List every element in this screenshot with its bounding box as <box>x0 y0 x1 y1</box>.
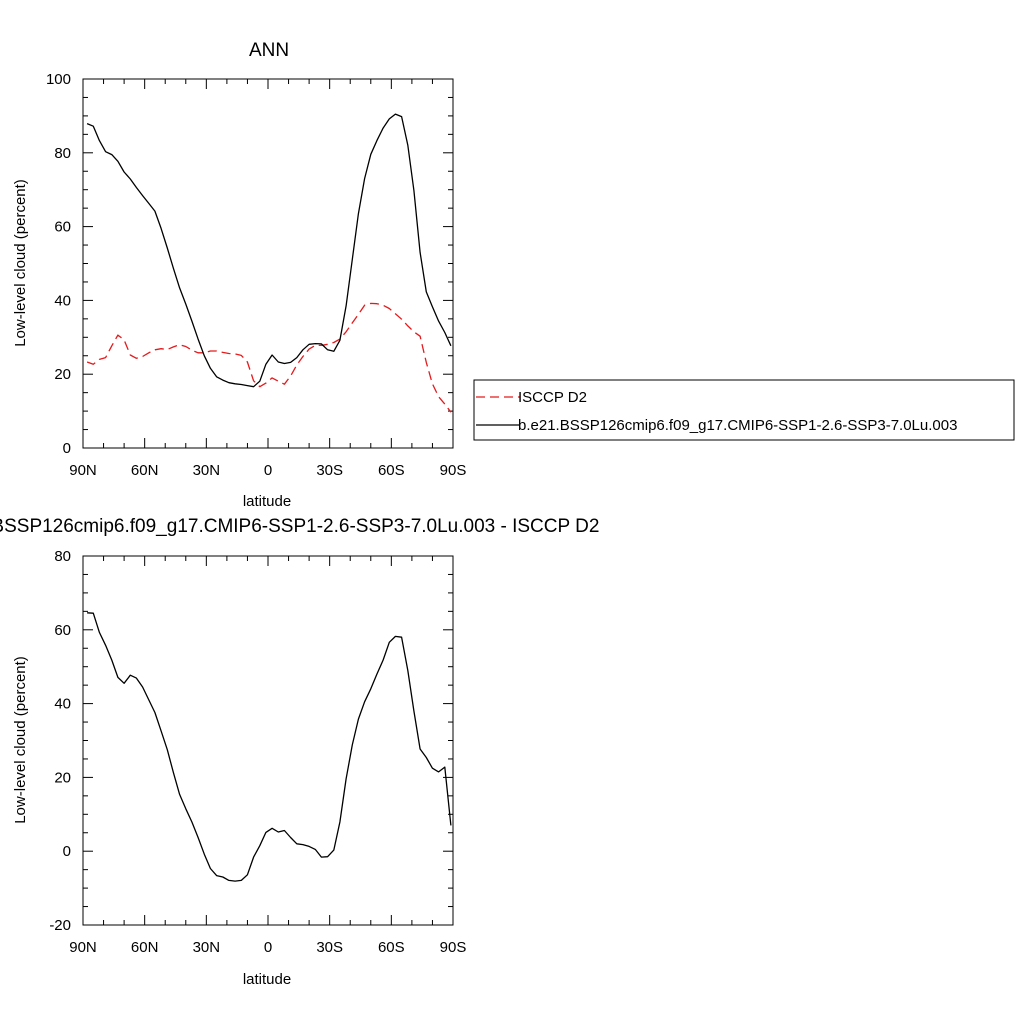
y-tick-label: -20 <box>49 917 71 934</box>
series-line-isccp-d2 <box>86 302 452 413</box>
x-tick-label: 60S <box>378 939 405 956</box>
bottom-panel: b.e21.BSSP126cmip6.f09_g17.CMIP6-SSP1-2.… <box>0 516 599 988</box>
legend-label-model: b.e21.BSSP126cmip6.f09_g17.CMIP6-SSP1-2.… <box>518 417 957 434</box>
x-tick-label: 60N <box>131 462 159 479</box>
legend-label-isccp-d2: ISCCP D2 <box>518 389 587 406</box>
bottom-panel-ticks: 90N 60N 30N 0 30S 60S 90S -20 0 20 40 60 80 <box>49 548 466 956</box>
y-tick-label: 80 <box>54 145 71 162</box>
bottom-panel-title: b.e21.BSSP126cmip6.f09_g17.CMIP6-SSP1-2.… <box>0 516 599 537</box>
x-tick-label: 90N <box>69 462 97 479</box>
legend: ISCCP D2 b.e21.BSSP126cmip6.f09_g17.CMIP… <box>473 379 1015 441</box>
x-tick-label: 0 <box>264 462 272 479</box>
x-tick-label: 0 <box>264 939 272 956</box>
y-tick-label: 20 <box>54 769 71 786</box>
x-tick-label: 30S <box>316 939 343 956</box>
y-tick-label: 60 <box>54 219 71 236</box>
x-tick-label: 60S <box>378 462 405 479</box>
top-panel-x-axis-label: latitude <box>243 493 291 510</box>
x-tick-label: 30N <box>193 462 221 479</box>
bottom-panel-y-axis-label: Low-level cloud (percent) <box>12 656 29 824</box>
y-tick-label: 40 <box>54 292 71 309</box>
bottom-panel-x-axis-label: latitude <box>243 971 291 988</box>
series-line-model <box>86 113 452 388</box>
legend-box <box>473 379 1015 441</box>
bottom-panel-lines <box>87 612 452 882</box>
y-tick-label: 20 <box>54 366 71 383</box>
top-panel: ANN Low-level cloud (percent) latitude 9… <box>12 40 466 510</box>
top-panel-lines <box>86 113 452 413</box>
y-tick-label: 60 <box>54 622 71 639</box>
y-tick-label: 80 <box>54 548 71 565</box>
top-panel-frame <box>82 78 454 449</box>
x-tick-label: 90S <box>440 939 467 956</box>
y-tick-label: 100 <box>46 71 71 88</box>
x-tick-label: 90S <box>440 462 467 479</box>
x-tick-label: 60N <box>131 939 159 956</box>
top-panel-y-axis-label: Low-level cloud (percent) <box>12 179 29 347</box>
top-panel-title: ANN <box>249 40 289 61</box>
series-line-model <box>87 612 452 882</box>
y-tick-label: 0 <box>63 843 71 860</box>
x-tick-label: 30N <box>193 939 221 956</box>
y-tick-label: 0 <box>63 440 71 457</box>
x-tick-label: 90N <box>69 939 97 956</box>
y-tick-label: 40 <box>54 696 71 713</box>
bottom-panel-frame <box>82 555 454 926</box>
top-panel-ticks: 90N 60N 30N 0 30S 60S 90S 0 20 40 60 80 100 <box>46 71 466 479</box>
x-tick-label: 30S <box>316 462 343 479</box>
